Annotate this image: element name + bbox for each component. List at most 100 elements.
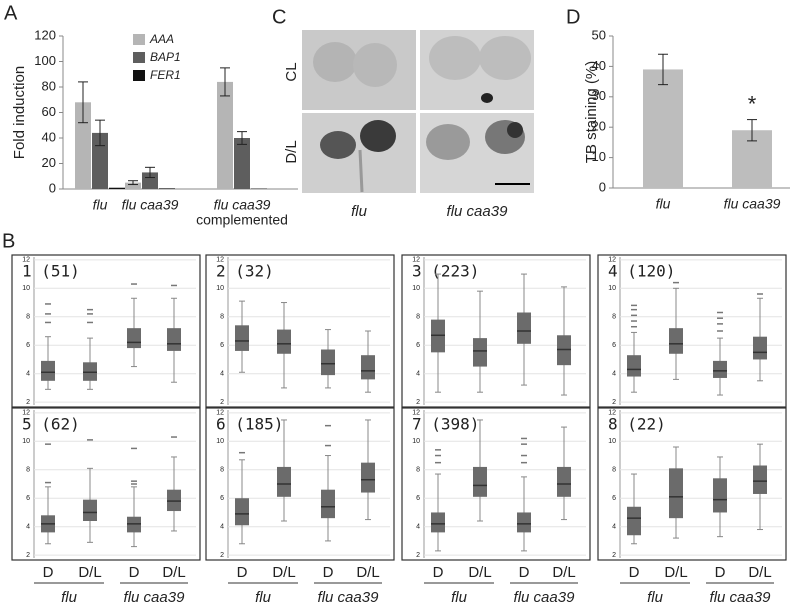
- y-tick-label: 2: [416, 552, 420, 559]
- box-panel: [205, 254, 395, 408]
- box: [235, 498, 249, 526]
- y-tick-label: 10: [412, 285, 420, 292]
- y-tick-label: 12: [216, 257, 224, 264]
- y-tick-label: 10: [608, 285, 616, 292]
- box: [669, 468, 683, 519]
- x-tick-label: flu: [93, 197, 108, 213]
- y-tick-label: 10: [22, 438, 30, 445]
- box: [127, 328, 141, 349]
- y-tick-label: 8: [612, 314, 616, 321]
- bar: [159, 188, 175, 189]
- legend-label: AAA: [149, 32, 174, 46]
- x-tick-label: flu caa39: [724, 196, 781, 212]
- legend-label: BAP1: [150, 50, 181, 64]
- box: [473, 466, 487, 497]
- box: [83, 499, 97, 521]
- bar: [109, 187, 125, 189]
- y-tick-label: 8: [26, 314, 30, 321]
- column-label: flu caa39: [447, 203, 509, 220]
- bar: [142, 172, 158, 189]
- box-panel: [11, 407, 201, 561]
- y-tick-label: 6: [220, 342, 224, 349]
- x-tick-label: D: [519, 564, 530, 581]
- y-tick-label: 4: [220, 371, 224, 378]
- y-tick-label: 4: [26, 371, 30, 378]
- group-label: flu: [255, 589, 272, 606]
- y-tick-label: 4: [612, 371, 616, 378]
- box: [235, 325, 249, 351]
- photo-leaf: [320, 131, 356, 159]
- y-tick-label: 6: [416, 342, 420, 349]
- box: [277, 329, 291, 354]
- box: [627, 355, 641, 377]
- box-title: 8 (22): [608, 415, 666, 434]
- photo-leaf: [360, 120, 396, 152]
- y-tick-label: 60: [42, 104, 56, 119]
- group-label: flu: [61, 589, 78, 606]
- y-tick-label: 2: [612, 552, 616, 559]
- box-title: 4 (120): [608, 262, 675, 281]
- y-tick-label: 10: [216, 438, 224, 445]
- y-tick-label: 80: [42, 78, 56, 93]
- x-tick-label: D: [433, 564, 444, 581]
- group-label: flu caa39: [318, 589, 380, 606]
- y-tick-label: 10: [608, 438, 616, 445]
- photo-leaf: [429, 36, 481, 80]
- bar: [217, 81, 233, 189]
- box: [557, 466, 571, 497]
- box: [517, 512, 531, 533]
- y-tick-label: 10: [216, 285, 224, 292]
- bar: [125, 182, 141, 189]
- box: [713, 360, 727, 378]
- x-tick-label: D/L: [162, 564, 185, 581]
- box-panel: [205, 407, 395, 561]
- y-tick-label: 8: [612, 467, 616, 474]
- y-tick-label: 8: [26, 467, 30, 474]
- y-tick-label: 4: [416, 371, 420, 378]
- y-tick-label: 12: [216, 410, 224, 417]
- y-tick-label: 2: [612, 399, 616, 406]
- x-tick-label: D: [43, 564, 54, 581]
- y-tick-label: 2: [416, 399, 420, 406]
- y-tick-label: 2: [26, 552, 30, 559]
- box-title: 6 (185): [216, 415, 283, 434]
- x-tick-label: D/L: [356, 564, 379, 581]
- box-panel: [597, 407, 787, 561]
- y-tick-label: 6: [612, 342, 616, 349]
- x-tick-label: flu caa39: [214, 197, 271, 213]
- box: [321, 489, 335, 519]
- box: [473, 338, 487, 367]
- box-title: 1 (51): [22, 262, 80, 281]
- y-tick-label: 2: [26, 399, 30, 406]
- photo-spot: [481, 93, 493, 103]
- x-tick-label: D: [129, 564, 140, 581]
- y-tick-label: 50: [592, 27, 606, 42]
- y-tick-label: 40: [42, 129, 56, 144]
- bar: [643, 69, 683, 188]
- y-tick-label: 10: [412, 438, 420, 445]
- y-tick-label: 12: [412, 257, 420, 264]
- y-tick-label: 4: [612, 524, 616, 531]
- y-tick-label: 12: [22, 410, 30, 417]
- box: [361, 462, 375, 493]
- group-label: flu: [451, 589, 468, 606]
- box-panel: [597, 254, 787, 408]
- x-tick-label: D/L: [748, 564, 771, 581]
- box-panel: [401, 407, 591, 561]
- panel-label: B: [2, 230, 15, 252]
- box: [361, 355, 375, 380]
- y-tick-label: 8: [416, 314, 420, 321]
- y-tick-label: 10: [22, 285, 30, 292]
- group-label: flu: [647, 589, 664, 606]
- box: [167, 328, 181, 351]
- x-tick-label: D: [715, 564, 726, 581]
- box: [713, 478, 727, 513]
- panel-label: A: [4, 2, 18, 24]
- y-tick-label: 10: [592, 149, 606, 164]
- photo-stem: [358, 149, 364, 193]
- photo-grid: [302, 30, 534, 193]
- photo-leaf: [313, 42, 357, 82]
- photo-spot: [507, 122, 523, 138]
- legend-swatch: [133, 34, 145, 45]
